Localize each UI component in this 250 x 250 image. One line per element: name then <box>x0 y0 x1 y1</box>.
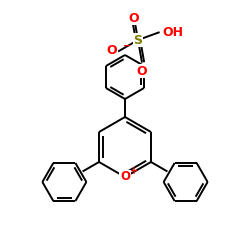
Text: O: O <box>136 65 147 78</box>
Text: O: O <box>106 44 117 58</box>
Text: O: O <box>120 170 130 183</box>
Text: +: + <box>130 166 138 176</box>
Text: O: O <box>129 12 140 25</box>
Text: OH: OH <box>163 26 184 39</box>
Text: S: S <box>134 34 142 46</box>
Text: −: − <box>123 41 131 51</box>
